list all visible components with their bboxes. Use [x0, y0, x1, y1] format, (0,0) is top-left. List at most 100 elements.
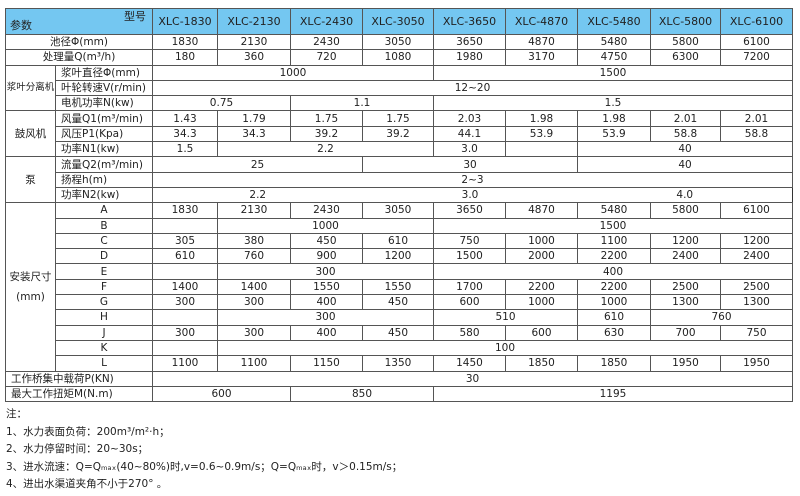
group-label: 安装尺寸 (mm) — [5, 202, 56, 372]
value-cell: 34.3 — [217, 125, 291, 143]
value-cell: 1.98 — [505, 110, 578, 127]
value-cell: 4750 — [577, 49, 651, 66]
value-cell: 1100 — [217, 355, 291, 372]
value-cell: 750 — [433, 232, 506, 250]
value-cell: 1.98 — [577, 110, 651, 127]
value-cell: 300 — [152, 294, 218, 311]
value-cell: 1980 — [433, 49, 506, 66]
value-cell: 580 — [433, 324, 506, 341]
table-row: K 100 — [6, 339, 793, 357]
value-cell: 2130 — [217, 33, 291, 51]
row-label: E — [55, 263, 153, 280]
value-cell: 1.1 — [290, 95, 434, 112]
value-cell: 2200 — [577, 278, 651, 296]
value-cell: 750 — [720, 324, 793, 341]
note-item: 4、进出水渠道夹角不小于270° 。 — [6, 478, 168, 490]
value-cell: 400 — [433, 263, 793, 280]
parameter-label: 参数 — [10, 19, 32, 32]
value-cell: 58.8 — [720, 125, 793, 143]
value-cell: 2.01 — [650, 110, 721, 127]
value-cell: 600 — [433, 294, 506, 311]
table-row: J 300 300 400 450 580 600 630 700 750 — [6, 324, 793, 341]
value-cell — [152, 309, 218, 326]
value-cell: 610 — [152, 248, 218, 265]
value-cell: 2430 — [290, 33, 363, 51]
value-cell: 610 — [362, 232, 434, 250]
row-label: 池径Φ(mm) — [5, 33, 153, 51]
value-cell: 1.75 — [362, 110, 434, 127]
row-label: C — [55, 232, 153, 250]
value-cell: 3650 — [433, 33, 506, 51]
group-label: 泵 — [5, 156, 56, 204]
value-cell: 5480 — [577, 33, 651, 51]
value-cell: 39.2 — [290, 125, 363, 143]
row-label: K — [55, 339, 153, 357]
model-header: XLC-3050 — [362, 8, 434, 35]
note-item: 3、进水流速：Q=Qₘₐₓ(40~80%)时,v=0.6~0.9m/s；Q=Qₘ… — [6, 460, 403, 473]
value-cell: 900 — [290, 248, 363, 265]
header-row: 型号 参数 XLC-1830 XLC-2130 XLC-2430 XLC-3050 XL… — [5, 8, 793, 35]
spec-table: 型号 参数 XLC-1830 XLC-2130 XLC-2430 XLC-3050 XL… — [5, 8, 793, 403]
value-cell: 34.3 — [152, 125, 218, 143]
value-cell: 2.2 — [152, 186, 363, 204]
value-cell: 1000 — [505, 232, 578, 250]
value-cell: 0.75 — [152, 95, 291, 112]
value-cell: 300 — [217, 263, 434, 280]
value-cell: 2500 — [720, 278, 793, 296]
value-cell: 2.01 — [720, 110, 793, 127]
value-cell: 1000 — [505, 294, 578, 311]
model-header: XLC-5800 — [650, 8, 721, 35]
value-cell: 4870 — [505, 202, 578, 219]
value-cell: 2.2 — [217, 141, 434, 158]
row-label: J — [55, 324, 153, 341]
value-cell: 1500 — [433, 248, 506, 265]
row-label: 最大工作扭矩M(N.m) — [5, 385, 153, 403]
table-row: 处理量Q(m³/h) 180 360 720 1080 1980 3170 4750 6300 7… — [5, 49, 793, 66]
row-label: B — [55, 217, 153, 234]
model-header: XLC-2430 — [290, 8, 363, 35]
value-cell: 2200 — [577, 248, 651, 265]
value-cell: 39.2 — [362, 125, 434, 143]
value-cell: 1200 — [720, 232, 793, 250]
value-cell: 1100 — [152, 355, 218, 372]
value-cell: 1.75 — [290, 110, 363, 127]
table-row: B 1000 1500 — [6, 217, 793, 234]
table-row: 功率N1(kw) 1.5 2.2 3.0 40 — [6, 141, 793, 158]
model-header: XLC-6100 — [720, 8, 793, 35]
value-cell: 1.5 — [433, 95, 793, 112]
row-label: 风压P1(Kpa) — [55, 125, 153, 143]
value-cell: 1500 — [433, 64, 793, 81]
value-cell: 1500 — [433, 217, 793, 234]
value-cell: 3170 — [505, 49, 578, 66]
row-label: 处理量Q(m³/h) — [5, 49, 153, 66]
value-cell: 180 — [152, 49, 218, 66]
row-label: L — [55, 355, 153, 372]
value-cell — [152, 217, 218, 234]
row-label: 功率N2(kw) — [55, 186, 153, 204]
value-cell: 360 — [217, 49, 291, 66]
value-cell: 3.0 — [362, 186, 578, 204]
group-label: 鼓风机 — [5, 110, 56, 158]
value-cell: 300 — [217, 294, 291, 311]
row-label: 流量Q2(m³/min) — [55, 156, 153, 173]
value-cell: 3.0 — [433, 141, 506, 158]
value-cell: 1000 — [152, 64, 434, 81]
value-cell: 610 — [577, 309, 651, 326]
table-row: 泵流量Q2(m³/min) 25 30 40 — [5, 156, 793, 204]
model-header: XLC-3650 — [433, 8, 506, 35]
value-cell: 1850 — [577, 355, 651, 372]
value-cell: 1550 — [290, 278, 363, 296]
row-label: 电机功率N(kw) — [55, 95, 153, 112]
value-cell: 2000 — [505, 248, 578, 265]
value-cell: 450 — [290, 232, 363, 250]
note-item: 2、水力停留时间：20~30s； — [6, 443, 149, 455]
value-cell: 53.9 — [505, 125, 578, 143]
value-cell: 100 — [217, 339, 793, 357]
value-cell: 2500 — [650, 278, 721, 296]
table-row: C 305 380 450 610 750 1000 1100 1200 1200 — [6, 232, 793, 250]
value-cell: 1.5 — [152, 141, 218, 158]
value-cell: 1000 — [577, 294, 651, 311]
value-cell: 1400 — [152, 278, 218, 296]
value-cell: 1450 — [433, 355, 506, 372]
row-label: 扬程h(m) — [55, 171, 153, 188]
